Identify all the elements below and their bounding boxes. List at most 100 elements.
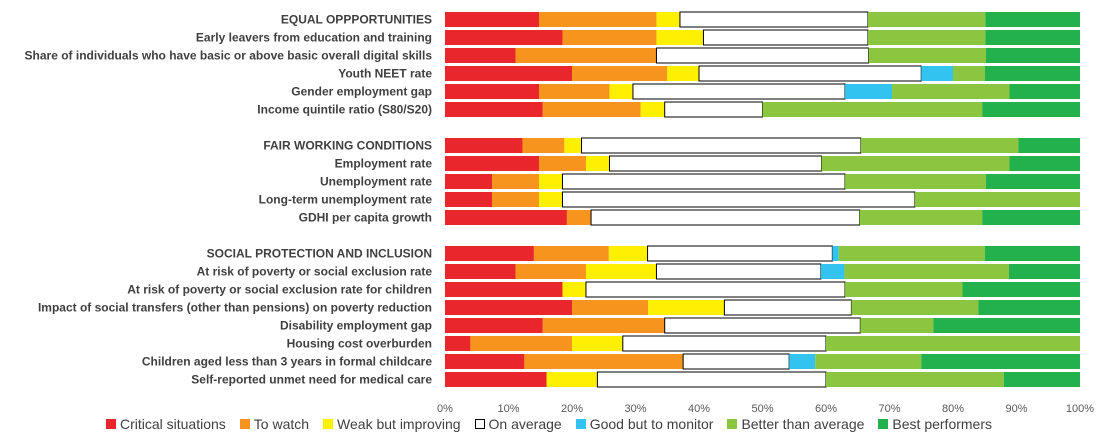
bar-segment [762,102,983,117]
bar-segment [566,210,592,225]
bar-segment [445,48,516,63]
x-tick-label: 60% [815,403,837,415]
bar-segment [538,174,563,189]
legend-swatch [323,419,334,429]
bar-segment [561,191,916,208]
legend-swatch [239,419,250,429]
legend-item: Weak but improving [323,416,461,432]
legend-item: Best performers [878,416,992,432]
bar-segment [859,210,983,225]
bar-segment [953,66,985,81]
bar-segment [844,264,1009,279]
category-label: Youth NEET rate [338,67,432,81]
bar-segment [562,30,657,45]
x-tick-label: 20% [561,403,583,415]
bar-segment [921,354,1080,369]
bar-segment [1018,138,1080,153]
bar-segment [982,102,1080,117]
bar-segment [702,29,869,46]
bar-segment [596,371,827,388]
bar-segment [867,30,986,45]
bar-segment [667,66,699,81]
category-label: Employment rate [335,157,433,171]
bar-segment [921,66,953,81]
bar-segment [682,353,790,370]
bar-segment [581,137,862,154]
bar-segment [845,282,963,297]
bar-segment [515,48,657,63]
bar-segment [538,12,657,27]
bar-segment [445,12,539,27]
bar-segment [445,336,471,351]
legend-label: To watch [253,416,310,432]
bar-segment [648,300,725,315]
legend-item: Good but to monitor [575,416,713,432]
bar-segment [984,66,1080,81]
bar-segment [524,354,684,369]
bar-segment [445,102,543,117]
bar-segment [914,192,1080,207]
category-label: FAIR WORKING CONDITIONS [263,139,432,153]
bar-segment [572,66,668,81]
legend-item: Critical situations [105,416,226,432]
bar-segment [656,30,704,45]
bar-segment [1009,156,1080,171]
bar-segments [445,11,1080,388]
bar-segment [445,354,525,369]
bar-segment [821,156,1010,171]
bar-segment [815,354,922,369]
legend-label: Weak but improving [337,416,461,432]
category-label: Gender employment gap [291,85,432,99]
bar-segment [698,65,922,82]
bar-segment [985,12,1080,27]
bar-segment [838,246,985,261]
bar-segment [640,102,665,117]
bar-segment [1009,84,1080,99]
bar-segment [572,336,623,351]
bar-segment [538,84,610,99]
bar-segment [491,174,539,189]
category-label: Disability employment gap [280,319,432,333]
legend-item: To watch [239,416,310,432]
bar-segment [845,84,893,99]
bar-segment [542,102,641,117]
legend-swatch [105,419,116,429]
category-label: Housing cost overburden [287,337,432,351]
bar-segment [538,156,586,171]
bar-segment [986,174,1080,189]
category-label: GDHI per capita growth [299,211,432,225]
bar-segment [445,156,539,171]
legend-swatch [727,419,738,429]
bar-segment [609,84,633,99]
legend-swatch [474,419,485,429]
bar-segment [622,335,827,352]
bar-segment [655,263,822,280]
bar-segment [533,246,609,261]
bar-segment [445,192,492,207]
bar-segment [664,317,861,334]
category-label: Children aged less than 3 years in forma… [142,355,432,369]
x-tick-label: 70% [878,403,900,415]
bar-segment [445,300,572,315]
bar-segment [585,281,846,298]
bar-segment [982,210,1080,225]
bar-segment [572,300,649,315]
category-label: Unemployment rate [320,175,432,189]
bar-segment [986,48,1080,63]
bar-segment [867,12,986,27]
category-label: At risk of poverty or social exclusion r… [127,283,432,297]
bar-segment [984,246,1080,261]
bar-segment [590,209,861,226]
bar-segment [664,101,764,118]
bar-segment [860,318,934,333]
x-tick-label: 90% [1005,403,1027,415]
category-label: EQUAL OPPPORTUNITIES [281,13,432,27]
legend-label: Better than average [741,416,865,432]
bar-segment [470,336,572,351]
bar-segment [445,246,534,261]
bar-segment [585,264,657,279]
bar-segment [608,246,648,261]
bar-segment [542,318,665,333]
category-label: Long-term unemployment rate [259,193,433,207]
bar-segment [522,138,565,153]
